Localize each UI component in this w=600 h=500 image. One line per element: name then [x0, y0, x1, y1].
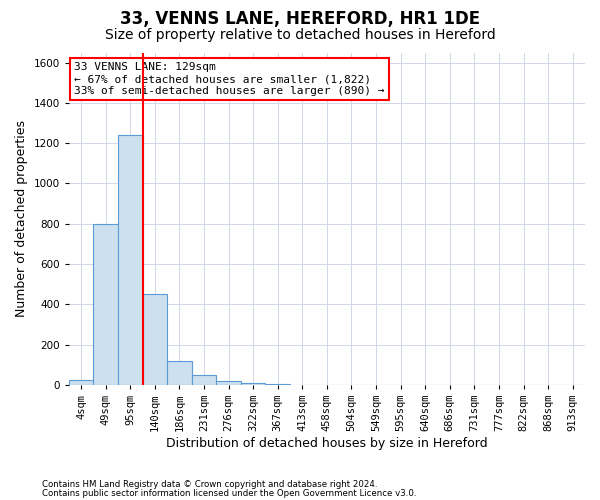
Bar — [192, 375, 217, 385]
Text: Contains HM Land Registry data © Crown copyright and database right 2024.: Contains HM Land Registry data © Crown c… — [42, 480, 377, 489]
Text: 33 VENNS LANE: 129sqm
← 67% of detached houses are smaller (1,822)
33% of semi-d: 33 VENNS LANE: 129sqm ← 67% of detached … — [74, 62, 385, 96]
Bar — [217, 381, 241, 385]
Text: Contains public sector information licensed under the Open Government Licence v3: Contains public sector information licen… — [42, 490, 416, 498]
Bar — [94, 224, 118, 385]
Bar — [265, 384, 290, 385]
Bar — [69, 380, 94, 385]
Bar — [167, 360, 192, 385]
Y-axis label: Number of detached properties: Number of detached properties — [15, 120, 28, 317]
Bar — [143, 294, 167, 385]
Bar — [241, 383, 265, 385]
X-axis label: Distribution of detached houses by size in Hereford: Distribution of detached houses by size … — [166, 437, 488, 450]
Text: Size of property relative to detached houses in Hereford: Size of property relative to detached ho… — [104, 28, 496, 42]
Text: 33, VENNS LANE, HEREFORD, HR1 1DE: 33, VENNS LANE, HEREFORD, HR1 1DE — [120, 10, 480, 28]
Bar — [118, 135, 143, 385]
